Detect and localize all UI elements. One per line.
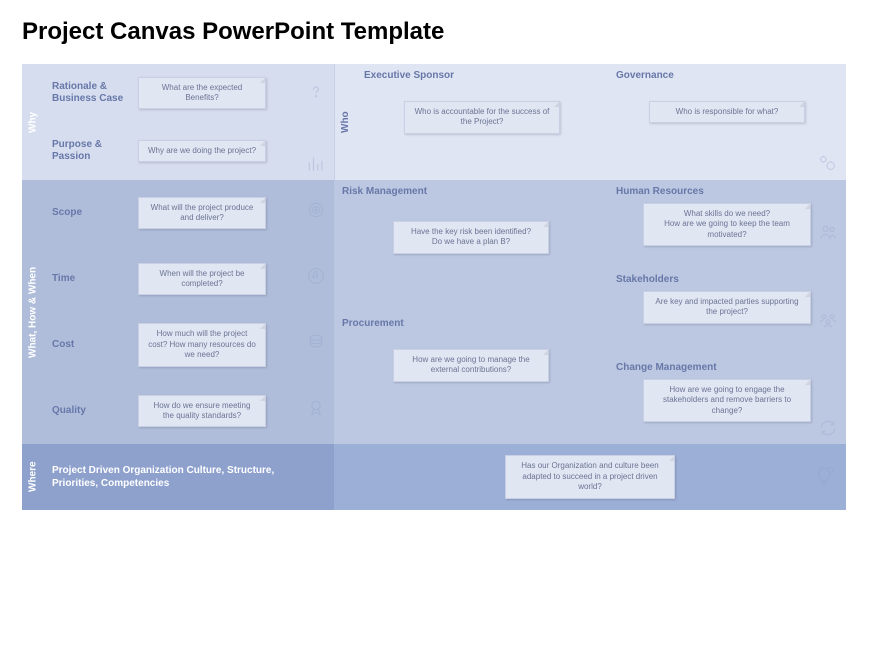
cycle-icon	[818, 418, 838, 438]
side-label-why: Why	[22, 64, 44, 180]
cell-quality: Quality How do we ensure meeting the qua…	[44, 378, 334, 444]
row-where: Where Project Driven Organization Cultur…	[22, 444, 846, 510]
heading-stakeholders: Stakeholders	[616, 274, 838, 285]
cell-exec-sponsor: Executive Sponsor Who is accountable for…	[356, 64, 608, 180]
people-icon	[818, 222, 838, 242]
heading-risk: Risk Management	[342, 186, 600, 197]
target-icon	[306, 200, 326, 220]
heading-time: Time	[52, 273, 138, 285]
note-hr: What skills do we need? How are we going…	[643, 203, 811, 246]
heading-where: Project Driven Organization Culture, Str…	[52, 464, 292, 490]
coins-icon	[306, 332, 326, 352]
cell-stakeholders: Stakeholders Are key and impacted partie…	[608, 268, 846, 356]
chart-icon	[306, 154, 326, 174]
heading-quality: Quality	[52, 405, 138, 417]
note-change: How are we going to engage the stakehold…	[643, 379, 811, 422]
heading-cost: Cost	[52, 339, 138, 351]
note-time: When will the project be completed?	[138, 263, 266, 296]
cell-governance: Governance Who is responsible for what?	[608, 64, 846, 180]
bulb-gear-icon	[812, 465, 836, 489]
heading-governance: Governance	[616, 70, 838, 81]
note-stakeholders: Are key and impacted parties supporting …	[643, 291, 811, 324]
cell-rationale: Rationale & Business Case What are the e…	[44, 64, 334, 122]
note-risk: Have the key risk been identified? Do we…	[393, 221, 549, 254]
gears-icon	[816, 152, 838, 174]
cell-risk: Risk Management Have the key risk been i…	[334, 180, 608, 312]
side-label-who: Who	[334, 64, 356, 180]
heading-purpose: Purpose & Passion	[52, 139, 138, 163]
note-governance: Who is responsible for what?	[649, 101, 805, 123]
heading-procurement: Procurement	[342, 318, 600, 329]
note-scope: What will the project produce and delive…	[138, 197, 266, 230]
project-canvas: Why Rationale & Business Case What are t…	[22, 64, 846, 510]
cell-procurement: Procurement How are we going to manage t…	[334, 312, 608, 444]
cell-where-right: Has our Organization and culture been ad…	[334, 444, 846, 510]
page-title: Project Canvas PowerPoint Template	[22, 18, 848, 46]
note-where: Has our Organization and culture been ad…	[505, 455, 675, 498]
badge-icon	[306, 398, 326, 418]
cell-purpose: Purpose & Passion Why are we doing the p…	[44, 122, 334, 180]
note-procurement: How are we going to manage the external …	[393, 349, 549, 382]
heading-change: Change Management	[616, 362, 838, 373]
cell-time: Time When will the project be completed?	[44, 246, 334, 312]
note-rationale: What are the expected Benefits?	[138, 77, 266, 110]
note-exec-sponsor: Who is accountable for the success of th…	[404, 101, 560, 134]
cell-change: Change Management How are we going to en…	[608, 356, 846, 444]
note-cost: How much will the project cost? How many…	[138, 323, 266, 366]
compass-icon	[306, 266, 326, 286]
heading-exec-sponsor: Executive Sponsor	[364, 70, 600, 81]
side-label-what: What, How & When	[22, 180, 44, 444]
question-icon	[306, 82, 326, 102]
heading-scope: Scope	[52, 207, 138, 219]
note-quality: How do we ensure meeting the quality sta…	[138, 395, 266, 428]
cell-scope: Scope What will the project produce and …	[44, 180, 334, 246]
row-why: Why Rationale & Business Case What are t…	[22, 64, 846, 180]
side-label-where: Where	[22, 444, 44, 510]
note-purpose: Why are we doing the project?	[138, 140, 266, 162]
heading-rationale: Rationale & Business Case	[52, 81, 138, 105]
cell-where-left: Project Driven Organization Culture, Str…	[44, 444, 334, 510]
group-icon	[818, 310, 838, 330]
cell-cost: Cost How much will the project cost? How…	[44, 312, 334, 378]
row-what: What, How & When Scope What will the pro…	[22, 180, 846, 444]
heading-hr: Human Resources	[616, 186, 838, 197]
cell-hr: Human Resources What skills do we need? …	[608, 180, 846, 268]
